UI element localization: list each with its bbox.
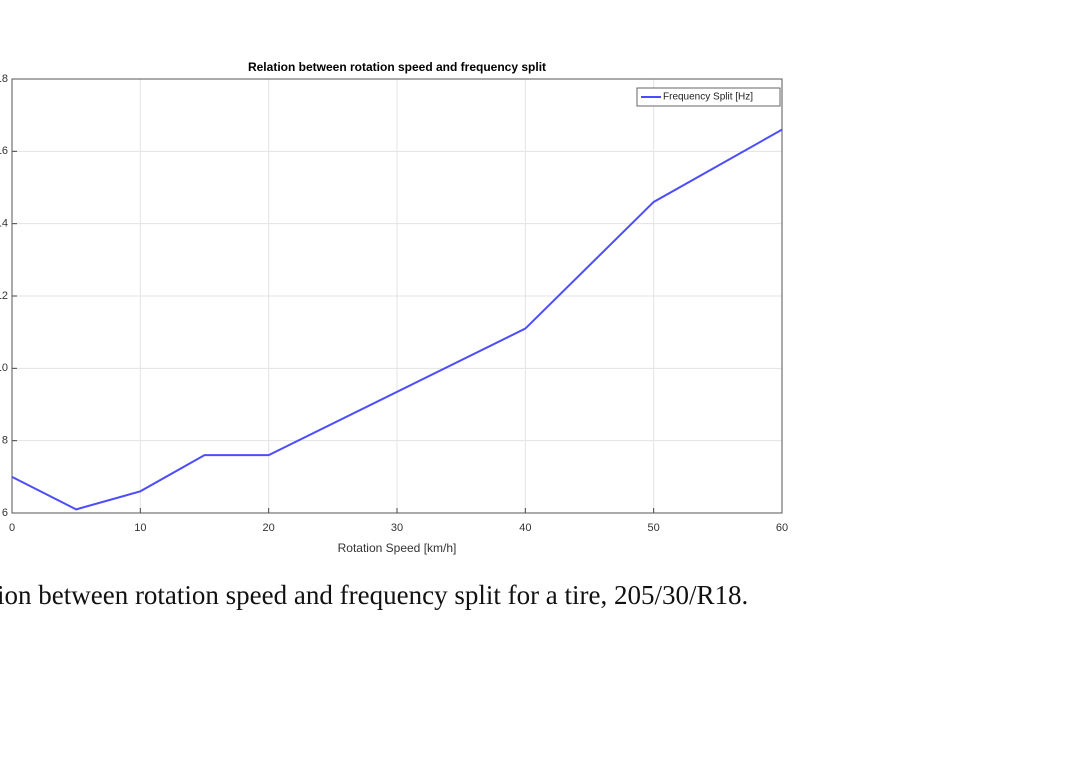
x-tick-label: 60 <box>776 522 788 534</box>
caption: lation between rotation speed and freque… <box>0 580 748 610</box>
y-tick-label: 12 <box>0 290 8 302</box>
legend-label: Frequency Split [Hz] <box>663 92 753 103</box>
legend-box <box>636 87 781 107</box>
x-tick-label: 10 <box>134 522 146 534</box>
plot-frame <box>11 78 783 514</box>
y-tick-label: 18 <box>0 73 8 85</box>
y-tick-label: 14 <box>0 218 8 230</box>
x-tick-label: 0 <box>9 522 15 534</box>
x-tick-label: 20 <box>263 522 275 534</box>
x-tick-label: 30 <box>391 522 403 534</box>
x-tick-label: 50 <box>648 522 660 534</box>
y-tick-label: 10 <box>0 362 8 374</box>
chart-title: Relation between rotation speed and freq… <box>248 60 546 74</box>
y-tick-label: 16 <box>0 145 8 157</box>
y-tick-label: 6 <box>2 507 8 519</box>
x-axis-label: Rotation Speed [km/h] <box>338 541 457 555</box>
x-tick-label: 40 <box>519 522 531 534</box>
y-tick-label: 8 <box>2 435 8 447</box>
data-line <box>11 128 783 511</box>
